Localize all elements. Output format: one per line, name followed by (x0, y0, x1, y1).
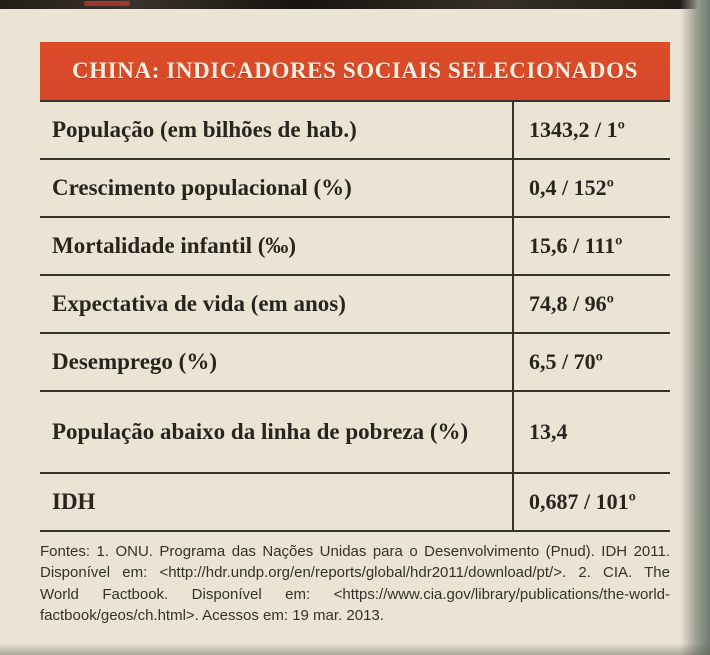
table-row: Crescimento populacional (%) 0,4 / 152º (40, 160, 670, 218)
scan-red-mark-artifact (84, 1, 130, 6)
table-row: Expectativa de vida (em anos) 74,8 / 96º (40, 276, 670, 334)
indicator-value: 0,687 / 101º (512, 474, 670, 530)
indicator-label: População abaixo da linha de pobreza (%) (52, 418, 469, 444)
indicators-table: CHINA: INDICADORES SOCIAIS SELECIONADOS … (40, 42, 670, 641)
table-title-banner: CHINA: INDICADORES SOCIAIS SELECIONADOS (40, 42, 670, 100)
indicator-value: 13,4 (512, 392, 670, 472)
table-title: CHINA: INDICADORES SOCIAIS SELECIONADOS (72, 58, 638, 83)
indicator-label: Desemprego (%) (52, 348, 217, 374)
table-row: Mortalidade infantil (‰) 15,6 / 111º (40, 218, 670, 276)
indicator-label: População (em bilhões de hab.) (52, 116, 357, 142)
table-row: IDH 0,687 / 101º (40, 474, 670, 532)
table-row: População abaixo da linha de pobreza (%)… (40, 392, 670, 474)
scan-bottom-edge-artifact (0, 643, 710, 655)
scan-right-edge-artifact (680, 0, 710, 655)
indicator-value: 15,6 / 111º (512, 218, 670, 274)
indicator-label: Mortalidade infantil (‰) (52, 232, 297, 258)
table-row: População (em bilhões de hab.) 1343,2 / … (40, 102, 670, 160)
indicator-label: Crescimento populacional (%) (52, 174, 352, 200)
table-row: Desemprego (%) 6,5 / 70º (40, 334, 670, 392)
sources-note: Fontes: 1. ONU. Programa das Nações Unid… (40, 543, 670, 624)
indicator-value: 1343,2 / 1º (512, 102, 670, 158)
indicator-label: IDH (52, 488, 96, 514)
indicator-value: 0,4 / 152º (512, 160, 670, 216)
table-rows: População (em bilhões de hab.) 1343,2 / … (40, 100, 670, 532)
indicator-value: 74,8 / 96º (512, 276, 670, 332)
indicator-label: Expectativa de vida (em anos) (52, 290, 346, 316)
scan-top-edge-artifact (0, 0, 710, 9)
indicator-value: 6,5 / 70º (512, 334, 670, 390)
